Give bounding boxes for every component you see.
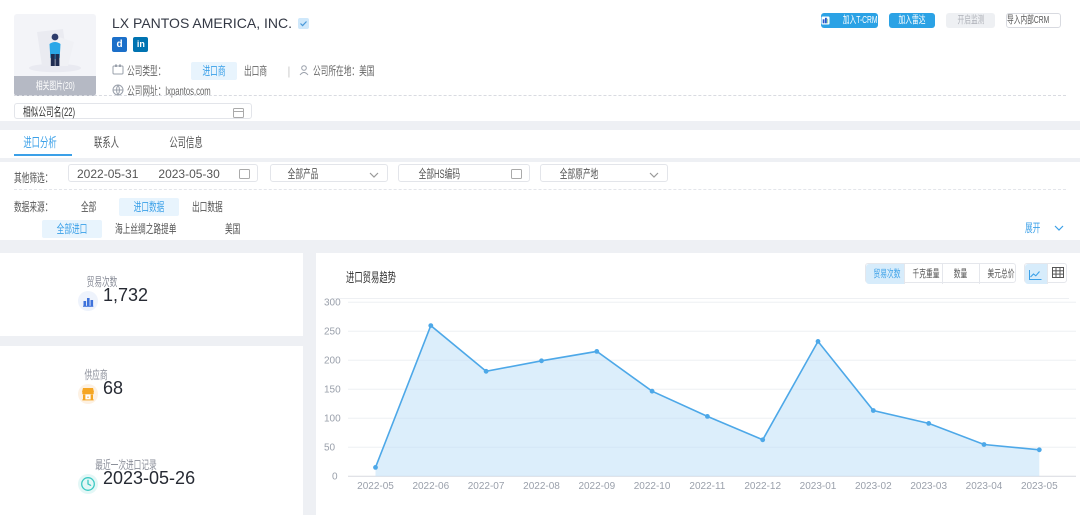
- svg-text:2023-01: 2023-01: [800, 481, 837, 492]
- svg-text:50: 50: [324, 443, 336, 454]
- svg-text:2022-11: 2022-11: [689, 481, 725, 492]
- svg-text:150: 150: [324, 385, 341, 396]
- svg-text:250: 250: [324, 327, 341, 338]
- svg-text:100: 100: [324, 414, 341, 425]
- svg-text:2023-02: 2023-02: [855, 481, 892, 492]
- svg-text:2023-03: 2023-03: [910, 481, 947, 492]
- svg-text:300: 300: [324, 298, 341, 309]
- svg-text:2023-04: 2023-04: [966, 481, 1003, 492]
- svg-text:2022-08: 2022-08: [523, 481, 560, 492]
- svg-text:2022-09: 2022-09: [578, 481, 615, 492]
- svg-text:0: 0: [332, 472, 338, 483]
- svg-text:2022-06: 2022-06: [412, 481, 449, 492]
- svg-text:2022-07: 2022-07: [468, 481, 505, 492]
- svg-text:200: 200: [324, 356, 341, 367]
- svg-text:2022-12: 2022-12: [744, 481, 781, 492]
- svg-text:2022-05: 2022-05: [357, 481, 394, 492]
- svg-text:2023-05: 2023-05: [1021, 481, 1058, 492]
- svg-text:2022-10: 2022-10: [634, 481, 671, 492]
